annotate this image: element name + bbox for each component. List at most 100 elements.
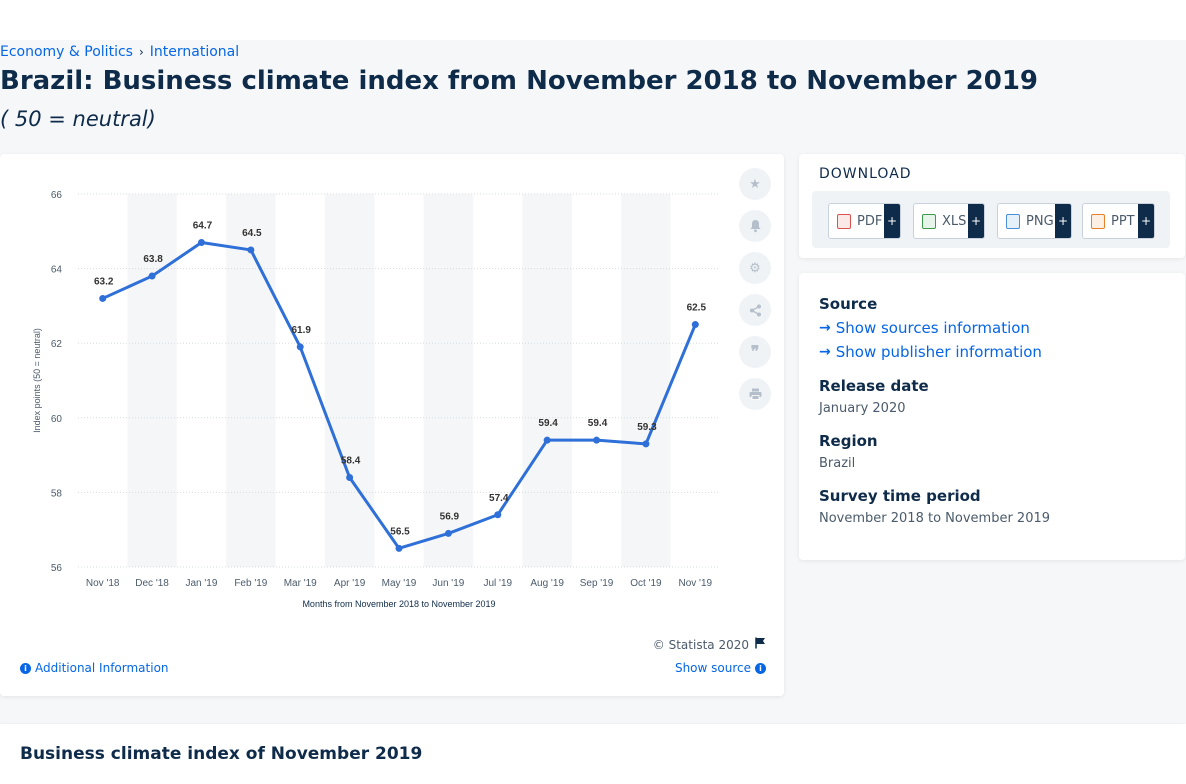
flag-icon[interactable] [755,637,766,652]
plus-icon[interactable]: + [968,204,984,238]
xls-file-icon [922,213,936,229]
download-pdf-button[interactable]: PDF + [828,203,901,239]
data-point [543,436,551,444]
data-point [148,272,156,280]
arrow-right-icon: → [819,320,831,336]
x-tick-label: Jan '19 [185,578,217,589]
data-point [494,511,502,519]
region-value: Brazil [819,456,856,471]
data-label: 56.9 [440,511,460,522]
copyright-text: © Statista 2020 [652,637,749,652]
data-label: 64.5 [242,228,262,239]
download-ppt-button[interactable]: PPT + [1082,203,1155,239]
data-label: 58.4 [341,455,361,466]
plus-icon[interactable]: + [884,204,900,238]
chart-card: 56 58 60 62 64 66 Nov '18 Dec '18 Jan '19 Feb '19… [0,154,784,696]
category-band [226,194,276,567]
breadcrumb: Economy & Politics › International [0,44,239,60]
data-point [691,321,699,329]
x-tick-label: Feb '19 [234,578,267,589]
x-axis-label: Months from November 2018 to November 20… [302,599,495,609]
page-subtitle: ( 50 = neutral) [0,107,156,131]
download-xls-label: XLS [942,213,967,229]
download-card: DOWNLOAD PDF + XLS + PNG + PPT + [799,154,1185,258]
data-point [296,343,304,351]
show-sources-link[interactable]: → Show sources information [819,319,1030,337]
png-file-icon [1006,213,1020,229]
top-bar [0,0,1186,40]
region-heading: Region [819,432,878,450]
y-axis-label: Index points (50 = neutral) [32,328,42,433]
show-publisher-link[interactable]: → Show publisher information [819,343,1042,361]
breadcrumb-international[interactable]: International [149,44,240,60]
info-icon: i [20,662,31,674]
star-icon[interactable]: ★ [739,168,771,200]
y-tick-label: 56 [51,563,63,574]
data-label: 63.2 [94,276,114,287]
category-band [127,194,177,567]
release-date-heading: Release date [819,377,929,395]
x-tick-label: Apr '19 [334,578,366,589]
data-point [444,529,452,537]
download-pdf-label: PDF [857,213,883,229]
x-tick-label: Nov '19 [679,578,713,589]
download-buttons: PDF + XLS + PNG + PPT + [812,191,1170,248]
data-label: 63.8 [143,254,163,265]
show-sources-label: Show sources information [835,319,1030,337]
x-tick-label: Mar '19 [284,578,317,589]
data-label: 64.7 [193,220,213,231]
pdf-file-icon [837,213,851,229]
data-point [593,436,601,444]
survey-period-heading: Survey time period [819,487,981,505]
info-icon: i [755,662,766,674]
ppt-file-icon [1091,213,1105,229]
x-tick-label: Aug '19 [530,578,564,589]
data-label: 59.4 [538,418,558,429]
download-png-button[interactable]: PNG + [997,203,1072,239]
y-tick-label: 58 [51,488,63,499]
source-heading: Source [819,295,878,313]
share-icon[interactable] [739,294,771,326]
data-label: 57.4 [489,493,509,504]
bottom-section: Business climate index of November 2019 [0,724,1186,784]
additional-information-label: Additional Information [35,661,169,675]
show-source-label: Show source [674,661,751,675]
chart-toolbar: ★ ⚙ ❞ [739,168,771,410]
download-png-label: PNG [1026,213,1054,229]
gear-icon[interactable]: ⚙ [739,252,771,284]
line-chart: 56 58 60 62 64 66 Nov '18 Dec '18 Jan '19 Feb '19… [32,190,720,609]
print-icon[interactable] [739,378,771,410]
show-source-link[interactable]: Show source i [675,661,766,675]
download-title: DOWNLOAD [819,166,912,182]
x-tick-label: Oct '19 [630,578,662,589]
x-tick-label: May '19 [382,578,417,589]
y-tick-label: 64 [51,265,63,276]
data-label: 56.5 [390,526,410,537]
category-band [621,194,671,567]
data-point [247,246,255,254]
x-tick-label: Nov '18 [86,578,120,589]
series-line [101,240,697,550]
plus-icon[interactable]: + [1138,204,1154,238]
y-tick-label: 60 [51,414,63,425]
download-ppt-label: PPT [1111,213,1135,229]
chart-copyright: © Statista 2020 [653,637,766,652]
x-tick-label: Jul '19 [483,578,512,589]
bell-icon[interactable] [739,210,771,242]
plus-icon[interactable]: + [1055,204,1071,238]
bottom-section-title: Business climate index of November 2019 [20,744,423,764]
data-label: 61.9 [291,325,311,336]
data-label: 62.5 [687,303,707,314]
survey-period-value: November 2018 to November 2019 [819,511,1051,526]
page-title: Brazil: Business climate index from Nove… [0,66,1039,96]
arrow-right-icon: → [819,344,831,360]
breadcrumb-economy-politics[interactable]: Economy & Politics [0,44,133,60]
data-point [395,544,403,552]
download-xls-button[interactable]: XLS + [913,203,985,239]
y-tick-label: 62 [51,339,63,350]
x-tick-label: Dec '18 [135,578,169,589]
additional-information-link[interactable]: i Additional Information [20,661,169,675]
category-band [423,194,474,567]
y-tick-label: 66 [51,190,63,201]
quote-icon[interactable]: ❞ [739,336,771,368]
